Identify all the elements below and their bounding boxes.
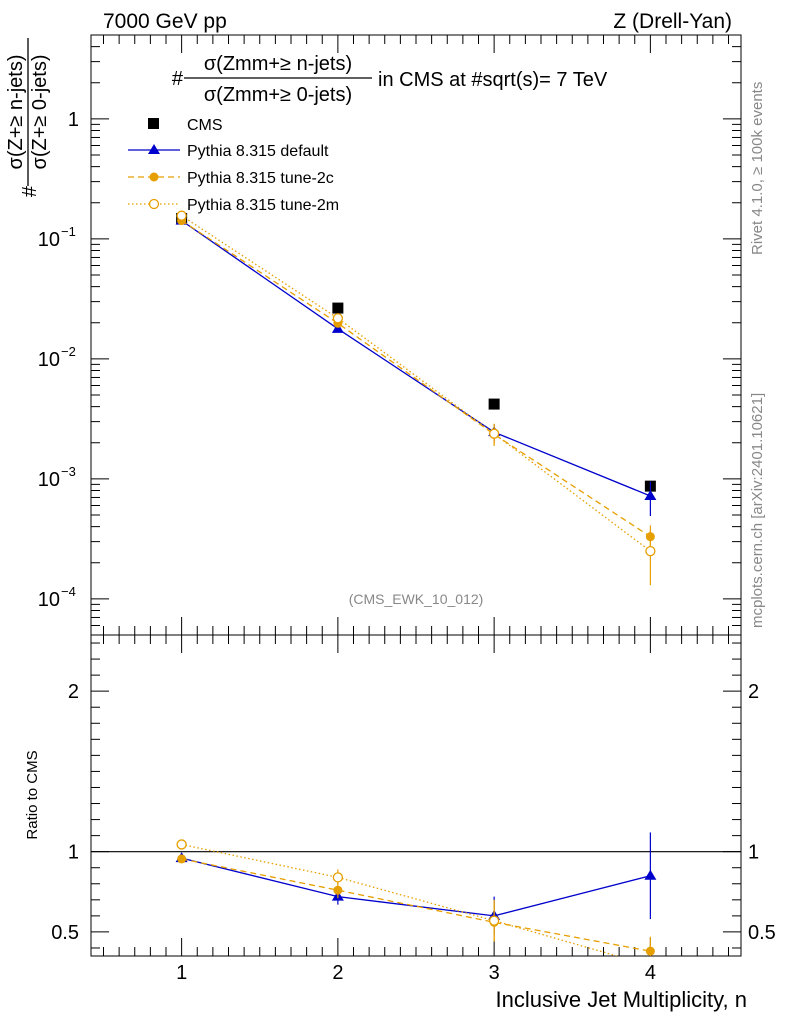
ratio-frame (90, 634, 742, 957)
source-text: mcplots.cern.ch [arXiv:2401.10621] (749, 393, 766, 628)
title-numerator: σ(Zmm+≥ n-jets) (204, 53, 352, 75)
main-line-tune2c (181, 220, 651, 538)
main-y-tick-label: 10 (38, 349, 60, 371)
header-left: 7000 GeV pp (103, 10, 227, 33)
analysis-annotation: (CMS_EWK_10_012) (349, 591, 484, 607)
ratio-line-default (181, 857, 651, 917)
x-tick-label: 4 (645, 962, 656, 984)
ratio-point-tune2c (177, 854, 187, 864)
main-y-tick-exponent: −3 (61, 464, 76, 479)
x-tick-label: 1 (176, 962, 187, 984)
legend-marker-tune2m (148, 198, 160, 210)
legend-marker-cms (148, 118, 159, 129)
ratio-series-layer (175, 832, 657, 956)
legend-label-tune2m: Pythia 8.315 tune-2m (187, 197, 339, 214)
main-y-tick-label: 10 (38, 589, 60, 611)
main-series-layer (175, 210, 657, 586)
ylabel-numerator: σ(Z+≥ n-jets) (5, 55, 27, 170)
main-point-tune2m (488, 428, 500, 439)
main-point-tune2m (645, 545, 656, 557)
ylabel-prefix: # (19, 185, 41, 197)
ratio-series-group (175, 832, 657, 956)
main-y-tick-exponent: −4 (61, 584, 76, 599)
ratio-y-tick-label: 1 (68, 842, 79, 864)
rivet-version-text: Rivet 4.1.0, ≥ 100k events (749, 82, 766, 255)
main-y-tick-label: 10 (38, 229, 60, 251)
title-prefix: # (172, 68, 184, 90)
legend-label-tune2c: Pythia 8.315 tune-2c (187, 170, 334, 187)
main-point-cms (488, 398, 500, 410)
main-y-tick-label: 1 (68, 109, 79, 131)
ratio-axis-ticks: 0.5 0.5 1 1 2 2 1 2 3 4 (51, 642, 776, 984)
ratio-ylabel: Ratio to CMS (24, 750, 41, 839)
ratio-y-tick-label-right: 0.5 (748, 922, 776, 944)
ratio-y-tick-label-right: 2 (748, 681, 759, 703)
main-ylabel: # σ(Z+≥ n-jets) σ(Z+≥ 0-jets) (5, 38, 51, 197)
x-tick-label: 3 (489, 962, 500, 984)
main-point-cms (332, 302, 344, 314)
main-point-default (331, 322, 344, 333)
main-y-tick-exponent: −2 (61, 344, 76, 359)
main-line-tune2m (181, 215, 651, 552)
title-denominator: σ(Zmm+≥ 0-jets) (204, 84, 352, 106)
ratio-y-tick-label: 2 (68, 681, 79, 703)
ratio-point-tune2m (488, 915, 500, 926)
legend-marker-default (148, 144, 160, 154)
legend-label-default: Pythia 8.315 default (187, 143, 329, 160)
ratio-y-tick-label: 0.5 (51, 922, 79, 944)
main-point-default (644, 489, 657, 500)
header-right: Z (Drell-Yan) (613, 10, 732, 33)
main-point-tune2m (176, 210, 187, 221)
legend-label-cms: CMS (187, 117, 223, 134)
main-line-default (181, 220, 651, 497)
main-y-tick-label: 10 (38, 469, 60, 491)
main-axis-ticks: 110−110−210−310−4 (38, 34, 741, 956)
ratio-line-tune2c (181, 858, 651, 952)
x-tick-label: 2 (332, 962, 343, 984)
ratio-point-default (644, 869, 657, 880)
title-suffix: in CMS at #sqrt(s)= 7 TeV (378, 69, 608, 91)
x-axis-label: Inclusive Jet Multiplicity, n (496, 987, 747, 1012)
ylabel-denominator: σ(Z+≥ 0-jets) (29, 55, 51, 170)
main-point-tune2m (332, 313, 344, 324)
ratio-point-tune2c (333, 885, 343, 895)
legend-marker-tune2c (149, 172, 159, 182)
main-y-tick-exponent: −1 (61, 224, 76, 239)
ratio-point-tune2m (332, 872, 344, 883)
legend: CMS Pythia 8.315 default Pythia 8.315 tu… (128, 117, 339, 214)
ratio-line-tune2m (181, 843, 620, 956)
main-title: # σ(Zmm+≥ n-jets) σ(Zmm+≥ 0-jets) in CMS… (172, 53, 608, 106)
ratio-point-tune2m (176, 839, 187, 850)
ratio-y-tick-label-right: 1 (748, 842, 759, 864)
